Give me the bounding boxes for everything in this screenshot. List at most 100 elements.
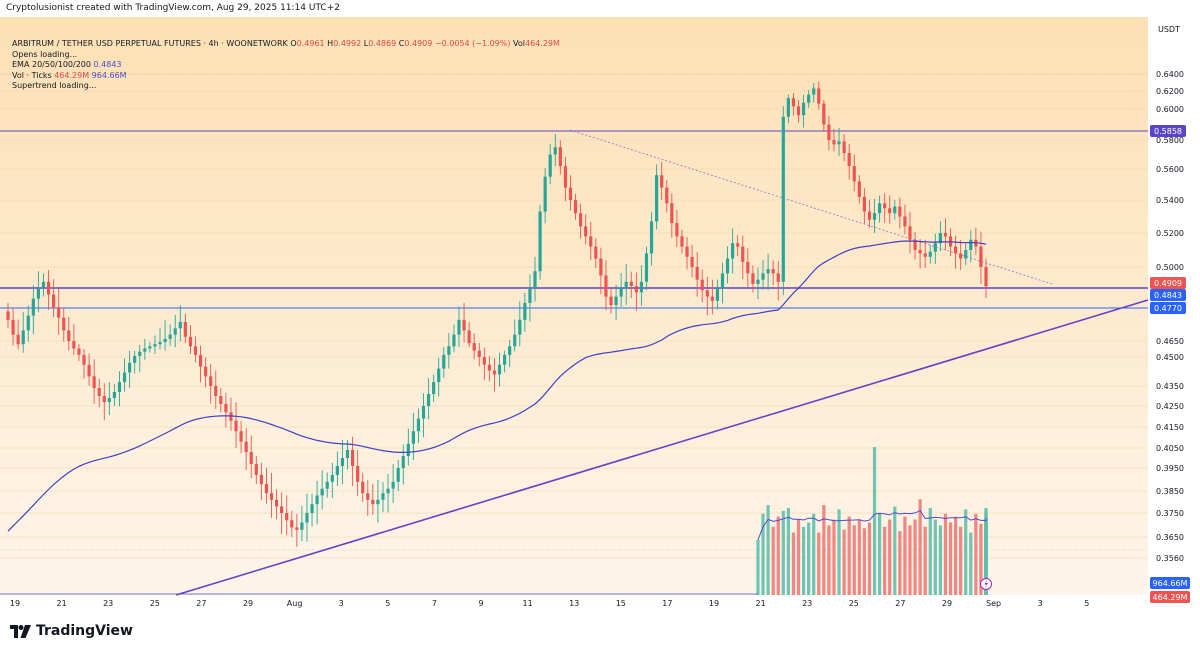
volume-bar bbox=[938, 525, 942, 595]
volume-bar bbox=[948, 522, 953, 595]
candle-body bbox=[36, 288, 41, 299]
candle-body bbox=[862, 196, 866, 212]
candle-body bbox=[573, 200, 578, 214]
candle-body bbox=[872, 213, 877, 220]
candle-body bbox=[508, 346, 512, 355]
chart-legend: ARBITRUM / TETHER USD PERPETUAL FUTURES … bbox=[12, 39, 560, 92]
candle-body bbox=[122, 372, 127, 383]
candle-body bbox=[437, 368, 441, 383]
time-tick-label: 23 bbox=[103, 599, 113, 608]
candle-body bbox=[984, 267, 988, 287]
time-tick-label: 25 bbox=[849, 599, 859, 608]
ohlc-open-label: O bbox=[290, 39, 297, 48]
candle-body bbox=[305, 513, 309, 523]
price-tick-label: 0.4250 bbox=[1156, 402, 1184, 411]
candle-body bbox=[523, 302, 527, 320]
currency-label[interactable]: USDT bbox=[1158, 25, 1180, 34]
candle-body bbox=[837, 141, 841, 145]
candle-body bbox=[690, 256, 694, 267]
candle-body bbox=[953, 246, 958, 254]
time-tick-label: 21 bbox=[756, 599, 766, 608]
volume-bar bbox=[979, 523, 983, 595]
candle-body bbox=[366, 493, 370, 500]
candle-body bbox=[776, 273, 780, 282]
volume-bar bbox=[984, 527, 988, 595]
candle-body bbox=[143, 348, 147, 352]
price-axis[interactable]: 0.6400 0.6200 0.6000 0.5800 0.5600 0.5400 0.52… bbox=[1156, 70, 1184, 563]
volume-bar bbox=[786, 507, 790, 595]
volume-ma-line bbox=[757, 509, 987, 541]
candle-body bbox=[568, 187, 573, 200]
candle-body bbox=[680, 236, 684, 247]
candle-body bbox=[239, 431, 243, 442]
time-tick-label: Sep bbox=[986, 599, 1001, 608]
candle-body bbox=[295, 527, 299, 530]
candle-body bbox=[371, 499, 375, 505]
candle-body bbox=[391, 481, 395, 489]
candle-body bbox=[761, 273, 765, 280]
time-tick-label: 11 bbox=[523, 599, 533, 608]
ema-indicator[interactable]: EMA 20/50/100/200 0.4843 bbox=[12, 60, 560, 71]
chart-area[interactable]: 0.6400 0.6200 0.6000 0.5800 0.5600 0.5400 0.52… bbox=[0, 17, 1200, 611]
volume-bar bbox=[862, 528, 866, 595]
price-tick-label: 0.4500 bbox=[1156, 353, 1184, 362]
volume-bar bbox=[852, 525, 856, 595]
candle-body bbox=[497, 364, 502, 375]
candle-body bbox=[254, 464, 258, 475]
candle-body bbox=[482, 357, 486, 365]
candle-body bbox=[923, 253, 927, 257]
price-label-box bbox=[1150, 277, 1186, 289]
volume-bar bbox=[842, 529, 846, 595]
time-tick-label: 15 bbox=[616, 599, 626, 608]
candle-body bbox=[107, 398, 111, 402]
price-label-text: 0.4770 bbox=[1154, 304, 1182, 313]
volume-bar bbox=[883, 526, 887, 595]
symbol-title[interactable]: ARBITRUM / TETHER USD PERPETUAL FUTURES … bbox=[12, 39, 288, 48]
candle-body bbox=[148, 346, 152, 349]
candle-body bbox=[477, 350, 481, 357]
time-tick-label: 27 bbox=[196, 599, 206, 608]
candle-body bbox=[665, 187, 669, 204]
candle-body bbox=[883, 203, 887, 209]
price-chart[interactable]: 0.6400 0.6200 0.6000 0.5800 0.5600 0.5400 0.52… bbox=[0, 17, 1200, 611]
volume-bar bbox=[928, 507, 932, 595]
candle-body bbox=[46, 281, 51, 295]
candle-body bbox=[214, 386, 218, 396]
alert-icon[interactable] bbox=[980, 578, 992, 590]
candle-body bbox=[411, 431, 415, 444]
candle-body bbox=[670, 203, 674, 224]
candle-body bbox=[406, 443, 410, 456]
time-tick-label: 13 bbox=[569, 599, 579, 608]
candle-body bbox=[219, 396, 223, 404]
volume-bar bbox=[771, 526, 775, 595]
ohlc-low-value: 0.4869 bbox=[368, 39, 397, 48]
time-axis[interactable]: 19 21 23 25 27 29 Aug 3 5 7 9 11 13 15 17 19 21 23 25 27 29 S… bbox=[10, 599, 1089, 608]
time-tick-label: 9 bbox=[478, 599, 483, 608]
candle-body bbox=[82, 354, 86, 365]
candle-body bbox=[153, 344, 157, 347]
volume-label-box bbox=[1150, 591, 1190, 603]
candle-body bbox=[259, 474, 263, 485]
time-tick-label: 29 bbox=[942, 599, 952, 608]
candle-body bbox=[432, 382, 436, 394]
candle-body bbox=[234, 420, 238, 432]
volume-label-text: 964.66M bbox=[1153, 579, 1188, 588]
candle-body bbox=[462, 319, 466, 331]
candle-body bbox=[204, 366, 208, 377]
candle-body bbox=[903, 216, 907, 227]
vol-ticks-indicator[interactable]: Vol · Ticks 464.29M 964.66M bbox=[12, 71, 560, 82]
tradingview-logo-icon bbox=[10, 624, 31, 638]
opens-indicator[interactable]: Opens loading... bbox=[12, 49, 78, 59]
ohlc-low-label: L bbox=[363, 39, 369, 48]
candle-body bbox=[350, 450, 355, 466]
candle-body bbox=[817, 88, 821, 104]
supertrend-indicator[interactable]: Supertrend loading... bbox=[12, 81, 97, 90]
candle-body bbox=[452, 334, 456, 347]
candle-body bbox=[558, 147, 562, 167]
tradingview-logo[interactable]: TradingView bbox=[10, 623, 133, 639]
volume-label-box bbox=[1150, 577, 1190, 589]
candle-body bbox=[117, 382, 122, 392]
candle-body bbox=[224, 404, 228, 413]
candle-body bbox=[796, 106, 801, 116]
candle-body bbox=[173, 328, 177, 335]
